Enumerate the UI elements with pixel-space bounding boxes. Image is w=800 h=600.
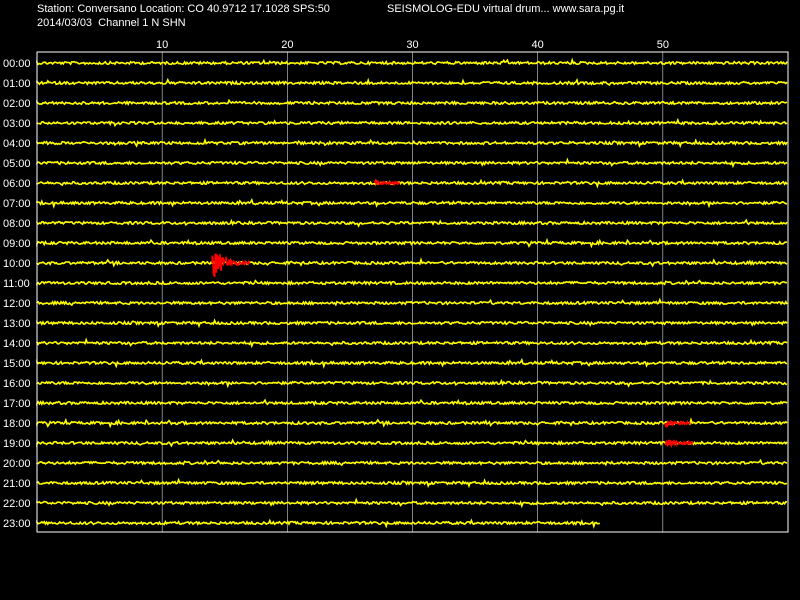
brand-info: SEISMOLOG-EDU virtual drum... www.sara.p…: [387, 3, 625, 15]
x-tick-label: 30: [406, 39, 418, 51]
plot-frame: [36, 51, 789, 533]
row-label: 00:00: [3, 58, 31, 70]
x-tick-label: 20: [281, 39, 293, 51]
trace-1500: [36, 357, 788, 369]
trace-0300: [36, 117, 788, 128]
row-label: 02:00: [3, 98, 31, 110]
row-label: 11:00: [3, 278, 30, 290]
row-label: 01:00: [3, 78, 31, 90]
trace-1800: [36, 417, 788, 429]
row-label: 21:00: [3, 478, 31, 490]
row-label: 19:00: [3, 438, 31, 450]
row-label: 20:00: [3, 458, 31, 470]
trace-2100: [36, 477, 788, 489]
row-label: 07:00: [3, 198, 31, 210]
trace-1900: [36, 438, 788, 448]
station-info: Station: Conversano Location: CO 40.9712…: [37, 3, 330, 15]
row-label: 03:00: [3, 118, 31, 130]
trace-1200: [36, 297, 788, 307]
x-axis: 10 20 30 40 50: [156, 39, 669, 51]
row-label: 23:00: [3, 518, 31, 530]
grid-lines: [161, 52, 664, 532]
trace-2200: [36, 497, 788, 509]
trace-1300: [36, 318, 788, 329]
date-channel-info: 2014/03/03 Channel 1 N SHN: [37, 17, 186, 29]
row-label: 14:00: [3, 338, 31, 350]
x-tick-label: 10: [156, 39, 168, 51]
trace-0900: [36, 237, 788, 249]
row-label: 12:00: [3, 298, 31, 310]
traces: [36, 57, 788, 529]
trace-1000: [36, 257, 788, 268]
trace-0800: [36, 218, 788, 228]
x-tick-label: 40: [532, 39, 544, 51]
row-label: 10:00: [3, 258, 31, 270]
trace-2000: [36, 458, 787, 467]
trace-1400: [36, 337, 788, 349]
row-labels: 00:00 01:00 02:00 03:00 04:00 05:00 06:00 07:00…: [3, 58, 31, 530]
row-label: 09:00: [3, 238, 31, 250]
trace-0000: [36, 57, 788, 66]
row-label: 06:00: [3, 178, 31, 190]
trace-1100: [36, 279, 788, 287]
event-1900: [664, 439, 694, 449]
x-tick-label: 50: [657, 39, 669, 51]
row-label: 15:00: [3, 358, 31, 370]
trace-0200: [36, 98, 788, 106]
events: [211, 178, 694, 449]
trace-1700: [36, 398, 788, 407]
trace-1600: [36, 378, 788, 389]
row-label: 22:00: [3, 498, 31, 510]
row-label: 13:00: [3, 318, 31, 330]
row-label: 16:00: [3, 378, 31, 390]
event-1800: [664, 419, 691, 429]
trace-2300: [36, 518, 601, 529]
trace-0600: [36, 178, 788, 189]
row-label: 05:00: [3, 158, 31, 170]
trace-0500: [36, 157, 788, 169]
row-label: 08:00: [3, 218, 31, 230]
row-label: 04:00: [3, 138, 31, 150]
row-label: 17:00: [3, 398, 31, 410]
trace-0400: [36, 137, 788, 149]
event-0600: [374, 178, 401, 187]
trace-0100: [36, 77, 788, 87]
event-1000: [211, 253, 251, 278]
row-label: 18:00: [3, 418, 31, 430]
trace-0700: [36, 197, 787, 209]
